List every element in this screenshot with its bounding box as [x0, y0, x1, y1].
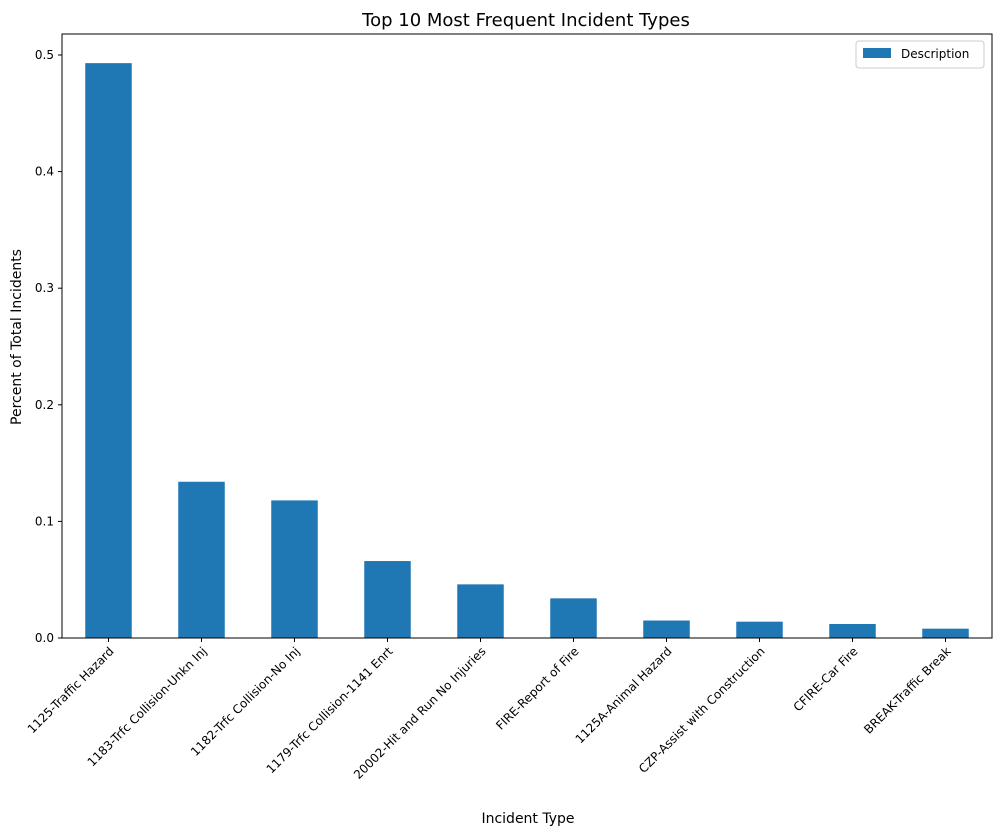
chart-title: Top 10 Most Frequent Incident Types	[361, 10, 690, 31]
legend-frame	[855, 40, 985, 69]
plot-area: 0.0 0.1 0.2 0.3 0.4 0.5 1125-Traffic Hazard 118…	[25, 33, 993, 782]
legend-label: Description	[901, 47, 969, 61]
x-tick-label: BREAK-Traffic Break	[861, 644, 953, 736]
x-tick-label: FIRE-Report of Fire	[493, 644, 581, 732]
bar	[643, 620, 690, 638]
legend-swatch	[863, 48, 891, 58]
x-tick-label: 1125A-Animal Hazard	[573, 644, 675, 746]
bar	[178, 481, 225, 638]
y-tick-label: 0.0	[35, 631, 54, 645]
bar	[457, 584, 504, 638]
bar	[550, 598, 597, 638]
bar	[736, 621, 783, 638]
y-tick-label: 0.3	[35, 281, 54, 295]
y-tick-label: 0.1	[35, 514, 54, 528]
y-tick-label: 0.4	[35, 165, 54, 179]
bar	[829, 624, 876, 638]
y-axis-label: Percent of Total Incidents	[9, 249, 25, 425]
legend: Description	[855, 40, 985, 69]
bar	[922, 628, 969, 638]
x-tick-label: CFIRE-Car Fire	[791, 644, 861, 714]
x-axis-label: Incident Type	[481, 811, 574, 827]
axes-frame	[61, 33, 993, 639]
x-tick-label: 1182-Trfc Collision-No Inj	[188, 644, 303, 759]
bar	[85, 63, 132, 639]
y-tick-label: 0.5	[35, 48, 54, 62]
y-tick-label: 0.2	[35, 398, 54, 412]
x-tick-label: 1125-Traffic Hazard	[25, 644, 117, 736]
bar	[364, 561, 411, 638]
bar	[271, 500, 318, 638]
